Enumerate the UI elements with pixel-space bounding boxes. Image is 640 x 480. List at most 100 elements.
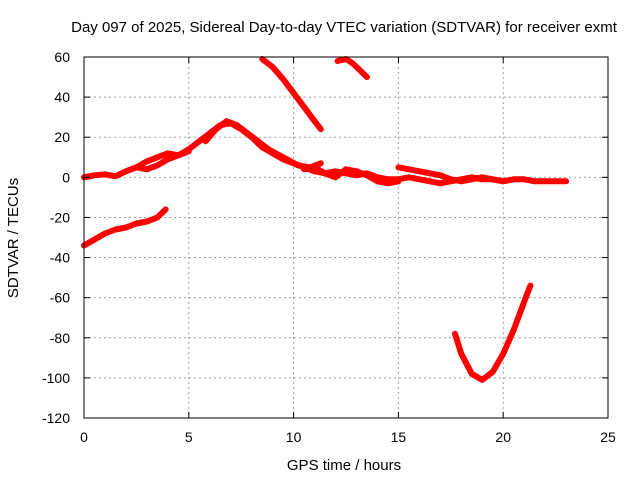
data-point [500, 351, 506, 357]
data-point [112, 227, 118, 232]
chart-title: Day 097 of 2025, Sidereal Day-to-day VTE… [71, 19, 618, 36]
data-point [165, 156, 171, 162]
data-layer [81, 56, 570, 383]
x-tick-label: 5 [185, 429, 193, 445]
data-point [343, 166, 349, 172]
data-point [133, 164, 139, 170]
y-tick-label: 0 [62, 169, 70, 185]
x-axis-title: GPS time / hours [287, 457, 401, 474]
data-point [469, 176, 475, 182]
data-point [265, 146, 271, 152]
data-point [92, 237, 97, 242]
data-point [563, 178, 569, 184]
data-point [416, 168, 422, 174]
data-point [234, 122, 240, 128]
y-tick-label: -20 [50, 209, 70, 225]
x-tick-labels: 0 5 10 15 20 25 [80, 429, 616, 445]
data-point [385, 180, 391, 186]
data-point [175, 152, 181, 158]
x-tick-label: 15 [391, 429, 407, 445]
x-tick-label: 10 [286, 429, 302, 445]
data-point [92, 172, 97, 178]
data-point [102, 171, 108, 177]
y-tick-label: 40 [54, 89, 70, 105]
data-point [312, 164, 318, 170]
data-point [112, 173, 118, 179]
plot-frame [83, 56, 609, 419]
data-point [245, 130, 250, 136]
data-point [542, 178, 548, 184]
data-point [354, 168, 359, 174]
data-point [295, 162, 301, 168]
data-point [144, 158, 150, 164]
data-point [270, 64, 276, 70]
data-point [280, 76, 286, 82]
data-point [416, 176, 422, 182]
data-point [437, 180, 443, 186]
grid [84, 57, 608, 418]
y-tick-labels: -120 -100 -80 -60 -40 -20 0 20 40 60 [42, 49, 70, 426]
data-point [358, 68, 364, 74]
data-point [349, 60, 355, 66]
data-point [343, 56, 349, 62]
data-point [532, 178, 538, 184]
data-point [469, 371, 475, 377]
data-point [123, 168, 129, 174]
data-point [364, 74, 370, 80]
data-point [511, 327, 517, 333]
data-point [521, 176, 527, 182]
data-point [395, 178, 401, 184]
y-tick-label: -80 [50, 330, 70, 346]
data-point [186, 148, 192, 154]
data-point [196, 138, 202, 144]
data-point [490, 369, 496, 375]
data-point [437, 172, 443, 178]
data-point [144, 219, 150, 224]
data-point [144, 166, 150, 172]
y-tick-label: 60 [54, 49, 70, 65]
data-point [203, 138, 209, 144]
data-point [521, 299, 527, 305]
data-point [154, 214, 160, 220]
data-point [406, 174, 412, 180]
data-point [364, 172, 370, 178]
data-point [102, 231, 108, 236]
data-point [500, 178, 506, 184]
data-point [133, 221, 139, 226]
data-point [165, 150, 171, 156]
data-point [259, 56, 265, 62]
data-point [448, 176, 454, 182]
data-point [511, 176, 517, 182]
y-tick-label: 20 [54, 129, 70, 145]
data-point [318, 126, 324, 132]
data-point [395, 164, 401, 170]
data-point [333, 168, 338, 174]
data-point [224, 118, 229, 124]
x-tick-label: 25 [600, 429, 616, 445]
data-point [553, 178, 559, 184]
data-point [213, 126, 219, 132]
x-tick-label: 0 [80, 429, 88, 445]
data-point [255, 138, 261, 144]
data-point [291, 90, 297, 96]
data-point [163, 206, 169, 212]
data-point [406, 166, 412, 172]
x-tick-label: 20 [495, 429, 511, 445]
y-tick-label: -120 [42, 410, 70, 426]
data-point [374, 178, 380, 184]
data-point [333, 174, 338, 180]
data-point [301, 104, 307, 110]
data-point [490, 176, 496, 182]
data-point [479, 174, 485, 180]
data-point [427, 178, 433, 184]
data-point [335, 58, 341, 64]
y-tick-label: -60 [50, 290, 70, 306]
data-point [427, 170, 433, 176]
data-point [527, 283, 533, 289]
y-tick-label: -40 [50, 250, 70, 266]
data-point [154, 162, 160, 168]
y-tick-label: -100 [42, 370, 70, 386]
data-point [318, 160, 324, 166]
